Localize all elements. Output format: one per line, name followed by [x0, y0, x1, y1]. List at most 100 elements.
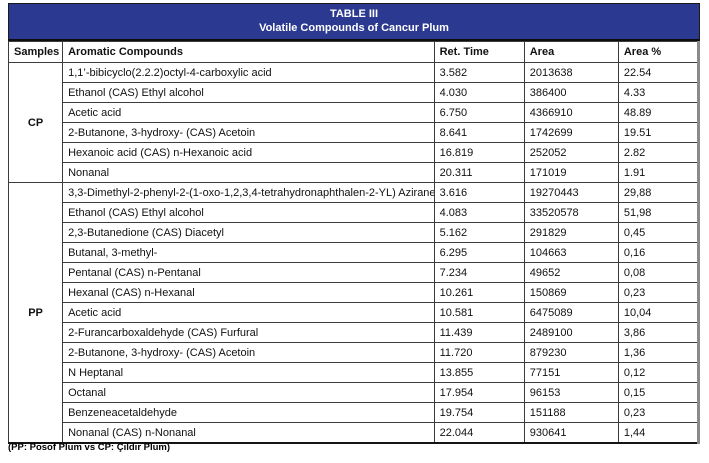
- ret-time-cell: 19.754: [433, 402, 525, 423]
- compound-cell: Butanal, 3-methyl-: [62, 242, 435, 263]
- compound-cell: Ethanol (CAS) Ethyl alcohol: [62, 82, 435, 103]
- table-row: PP 3,3-Dimethyl-2-phenyl-2-(1-oxo-1,2,3,4…: [7, 182, 700, 444]
- ret-time-cell: 10.581: [433, 302, 525, 323]
- compounds-table: Samples Aromatic Compounds Ret. Time Area Ar…: [7, 41, 700, 444]
- table-row: 2,3-Butanedione (CAS) Diacetyl 5.162 29182…: [9, 222, 700, 243]
- header-row: Samples Aromatic Compounds Ret. Time Area Ar…: [7, 41, 700, 63]
- column-header-area: Area: [523, 41, 619, 63]
- ret-time-cell: 11.439: [433, 322, 525, 343]
- table-row: Acetic acid 6.750 4366910 48.89: [9, 102, 700, 123]
- area-pct-cell: 0,23: [617, 402, 700, 423]
- area-cell: 104663: [523, 242, 619, 263]
- area-cell: 49652: [523, 262, 619, 283]
- table-row: 2-Butanone, 3-hydroxy- (CAS) Acetoin 11.7…: [9, 342, 700, 363]
- ret-time-cell: 6.295: [433, 242, 525, 263]
- table-row: N Heptanal 13.855 77151 0,12: [9, 362, 700, 383]
- area-cell: 879230: [523, 342, 619, 363]
- ret-time-cell: 3.582: [433, 62, 525, 83]
- footnote: (PP: Posof Plum vs CP: Çıldır Plum): [8, 442, 171, 453]
- ret-time-cell: 22.044: [433, 422, 525, 444]
- area-pct-cell: 22.54: [617, 62, 700, 83]
- table-number: TABLE III: [329, 8, 379, 20]
- table-title: Volatile Compounds of Cancur Plum: [259, 22, 449, 34]
- compound-cell: Benzeneacetaldehyde: [62, 402, 435, 423]
- table-row: CP 1,1’-bibicyclo(2.2.2)octyl-4-carboxyli…: [7, 62, 700, 183]
- compound-cell: N Heptanal: [62, 362, 435, 383]
- area-pct-cell: 1.91: [617, 162, 700, 183]
- table-row: Pentanal (CAS) n-Pentanal 7.234 49652 0,08: [9, 262, 700, 283]
- area-cell: 151188: [523, 402, 619, 423]
- area-pct-cell: 3,86: [617, 322, 700, 343]
- compound-cell: Ethanol (CAS) Ethyl alcohol: [62, 202, 435, 223]
- ret-time-cell: 16.819: [433, 142, 525, 163]
- sample-label-pp: PP: [7, 182, 64, 444]
- area-pct-cell: 0,15: [617, 382, 700, 403]
- area-pct-cell: 51,98: [617, 202, 700, 223]
- ret-time-cell: 20.311: [433, 162, 525, 183]
- table-row: 2-Butanone, 3-hydroxy- (CAS) Acetoin 8.64…: [9, 122, 700, 143]
- area-pct-cell: 1,44: [617, 422, 700, 444]
- area-cell: 33520578: [523, 202, 619, 223]
- area-cell: 386400: [523, 82, 619, 103]
- ret-time-cell: 6.750: [433, 102, 525, 123]
- area-cell: 252052: [523, 142, 619, 163]
- compound-cell: 2,3-Butanedione (CAS) Diacetyl: [62, 222, 435, 243]
- area-cell: 77151: [523, 362, 619, 383]
- ret-time-cell: 5.162: [433, 222, 525, 243]
- area-cell: 2489100: [523, 322, 619, 343]
- ret-time-cell: 10.261: [433, 282, 525, 303]
- table-row: Benzeneacetaldehyde 19.754 151188 0,23: [9, 402, 700, 423]
- compound-cell: Pentanal (CAS) n-Pentanal: [62, 262, 435, 283]
- compound-cell: Nonanal (CAS) n-Nonanal: [62, 422, 435, 444]
- area-pct-cell: 2.82: [617, 142, 700, 163]
- compound-cell: Hexanoic acid (CAS) n-Hexanoic acid: [62, 142, 435, 163]
- ret-time-cell: 3.616: [433, 182, 525, 203]
- column-header-aromatic-compounds: Aromatic Compounds: [62, 41, 435, 63]
- ret-time-cell: 7.234: [433, 262, 525, 283]
- table-row: Ethanol (CAS) Ethyl alcohol 4.083 33520578…: [9, 202, 700, 223]
- compound-cell: 1,1’-bibicyclo(2.2.2)octyl-4-carboxylic …: [62, 62, 435, 83]
- compound-cell: 2-Butanone, 3-hydroxy- (CAS) Acetoin: [62, 342, 435, 363]
- ret-time-cell: 4.030: [433, 82, 525, 103]
- compound-cell: Hexanal (CAS) n-Hexanal: [62, 282, 435, 303]
- compound-cell: Nonanal: [62, 162, 435, 183]
- table-row: Hexanoic acid (CAS) n-Hexanoic acid 16.81…: [9, 142, 700, 163]
- table-body: CP 1,1’-bibicyclo(2.2.2)octyl-4-carboxyli…: [7, 62, 700, 444]
- table-row: Ethanol (CAS) Ethyl alcohol 4.030 386400 4.…: [9, 82, 700, 103]
- area-cell: 291829: [523, 222, 619, 243]
- table-row: Nonanal (CAS) n-Nonanal 22.044 930641 1,44: [9, 422, 700, 444]
- table-row: Acetic acid 10.581 6475089 10,04: [9, 302, 700, 323]
- area-pct-cell: 10,04: [617, 302, 700, 323]
- area-pct-cell: 4.33: [617, 82, 700, 103]
- table-caption: TABLE III Volatile Compounds of Cancur P…: [8, 3, 700, 41]
- table-row: Butanal, 3-methyl- 6.295 104663 0,16: [9, 242, 700, 263]
- area-cell: 96153: [523, 382, 619, 403]
- area-pct-cell: 0,16: [617, 242, 700, 263]
- area-cell: 150869: [523, 282, 619, 303]
- compound-cell: 2-Butanone, 3-hydroxy- (CAS) Acetoin: [62, 122, 435, 143]
- area-cell: 930641: [523, 422, 619, 444]
- compound-cell: 3,3-Dimethyl-2-phenyl-2-(1-oxo-1,2,3,4-t…: [62, 182, 435, 203]
- area-cell: 2013638: [523, 62, 619, 83]
- area-cell: 1742699: [523, 122, 619, 143]
- compound-cell: Acetic acid: [62, 302, 435, 323]
- ret-time-cell: 4.083: [433, 202, 525, 223]
- area-pct-cell: 1,36: [617, 342, 700, 363]
- area-pct-cell: 48.89: [617, 102, 700, 123]
- area-pct-cell: 19.51: [617, 122, 700, 143]
- area-pct-cell: 0,08: [617, 262, 700, 283]
- compound-cell: 2-Furancarboxaldehyde (CAS) Furfural: [62, 322, 435, 343]
- area-cell: 171019: [523, 162, 619, 183]
- ret-time-cell: 11.720: [433, 342, 525, 363]
- area-cell: 6475089: [523, 302, 619, 323]
- column-header-ret-time: Ret. Time: [433, 41, 525, 63]
- table-row: 2-Furancarboxaldehyde (CAS) Furfural 11.4…: [9, 322, 700, 343]
- compound-cell: Acetic acid: [62, 102, 435, 123]
- compound-cell: Octanal: [62, 382, 435, 403]
- area-pct-cell: 0,12: [617, 362, 700, 383]
- area-pct-cell: 29,88: [617, 182, 700, 203]
- area-pct-cell: 0,23: [617, 282, 700, 303]
- area-cell: 19270443: [523, 182, 619, 203]
- sample-label-cp: CP: [7, 62, 64, 183]
